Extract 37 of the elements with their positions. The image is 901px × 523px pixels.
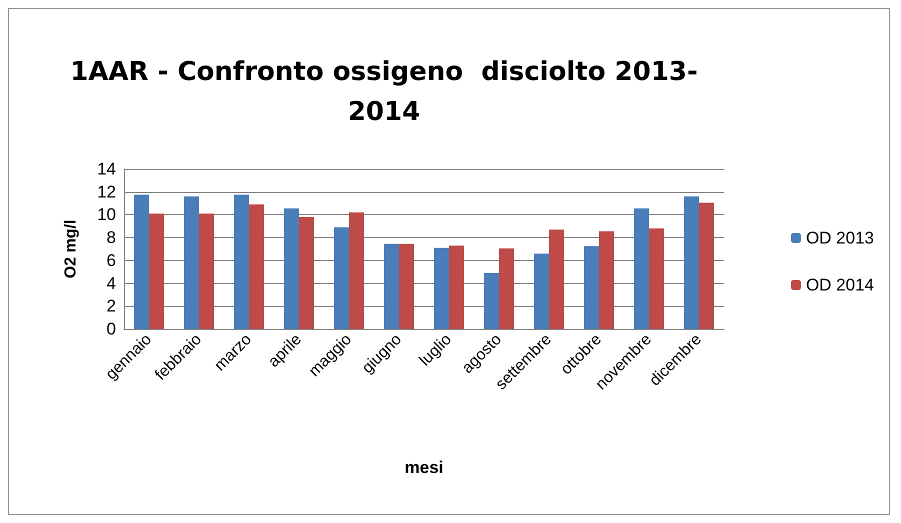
y-tick-label: 6: [106, 250, 116, 270]
bar: [649, 228, 664, 329]
y-tick-label: 8: [106, 228, 116, 248]
bar: [599, 231, 614, 329]
bar: [234, 194, 249, 329]
y-tick-label: 2: [106, 296, 116, 316]
bar: [199, 214, 214, 329]
bar: [399, 244, 414, 329]
legend-label: OD 2014: [806, 276, 874, 294]
bar: [299, 217, 314, 329]
bar: [134, 194, 149, 329]
bar: [249, 204, 264, 329]
bar: [149, 214, 164, 329]
legend-label: OD 2013: [806, 228, 874, 248]
bar: [184, 196, 199, 329]
bar: [449, 246, 464, 329]
y-tick-label: 10: [97, 205, 116, 224]
bar: [634, 208, 649, 329]
bar: [584, 246, 599, 329]
x-axis-title: mesi: [404, 458, 444, 477]
bar: [334, 227, 349, 329]
y-tick-label: 12: [97, 182, 116, 202]
bar: [699, 202, 714, 329]
bar: [434, 248, 449, 329]
bar: [284, 208, 299, 329]
chart-title: 1AAR - Confronto ossigeno disciolto 2013- 2014: [70, 57, 698, 127]
bar: [499, 248, 514, 329]
bar: [534, 254, 549, 329]
y-tick-label: 0: [106, 320, 116, 338]
bar: [384, 244, 399, 329]
bar: [349, 212, 364, 329]
y-tick-label: 14: [97, 160, 116, 178]
y-axis-title: O2 mg/l: [62, 220, 80, 278]
bar: [484, 273, 499, 329]
y-tick-label: 4: [106, 274, 116, 293]
bar: [549, 230, 564, 329]
bar: [684, 196, 699, 329]
